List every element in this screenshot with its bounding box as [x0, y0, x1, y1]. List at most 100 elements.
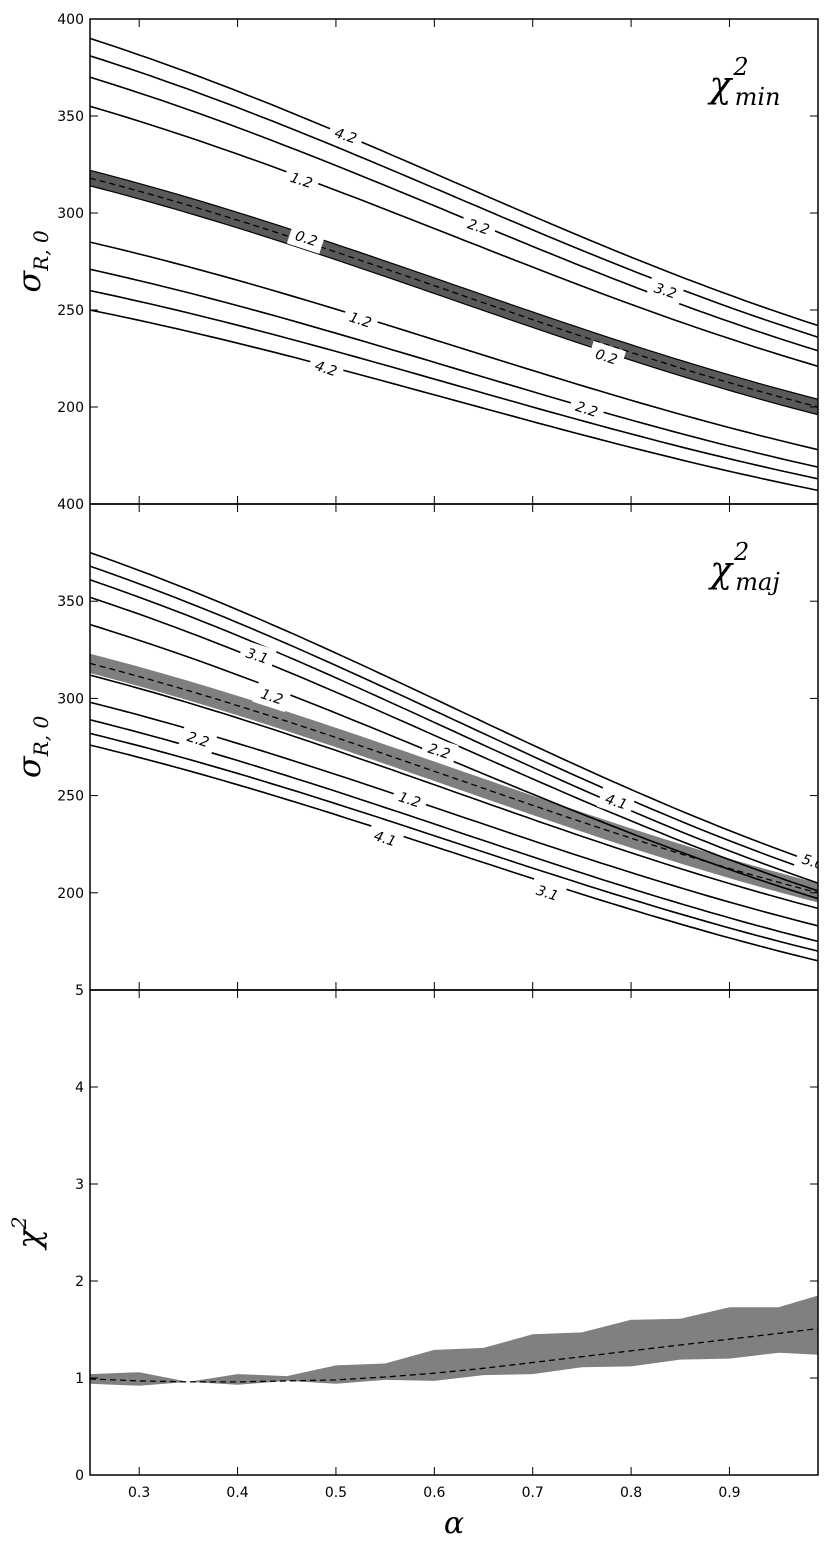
x-tick-label: 0.5	[325, 1485, 347, 1501]
contour-label-bg	[340, 303, 381, 336]
contour-label-bg	[596, 785, 636, 818]
title-sub: min	[735, 83, 781, 111]
y-tick-label: 200	[57, 886, 84, 902]
x-tick-label: 0.8	[620, 1485, 642, 1501]
contour-label-bg	[286, 222, 326, 254]
contour-label: 3.2	[652, 281, 678, 303]
plot-area	[90, 1295, 818, 1386]
y-tick-label: 350	[57, 109, 84, 125]
contour-label: 2.2	[426, 741, 452, 763]
contour-label: 0.2	[593, 346, 619, 368]
y-tick-label: 3	[75, 1177, 84, 1193]
chi2-line	[90, 1327, 818, 1383]
contour-line-4	[90, 241, 818, 451]
contour-label: 4.2	[332, 125, 358, 147]
y-tick-label: 350	[57, 594, 84, 610]
y-axis-label: σR, 0	[10, 230, 53, 293]
contour-line-8	[90, 732, 818, 952]
contour-label-bg	[567, 393, 607, 425]
contour-label-bg	[793, 845, 818, 878]
y-label-sup: 2	[7, 1216, 31, 1230]
contour-line-0	[90, 37, 818, 327]
contour-label: 1.2	[396, 789, 422, 811]
contour-line-7	[90, 309, 818, 492]
y-tick-label: 300	[57, 691, 84, 707]
contour-line-4	[90, 623, 818, 900]
contour-label-bg	[178, 723, 218, 755]
contour-line-1	[90, 565, 818, 875]
contour-label: 2.2	[465, 216, 491, 238]
contour-line-6	[90, 289, 818, 480]
y-tick-label: 0	[75, 1468, 84, 1484]
contour-label-bg	[252, 680, 292, 713]
x-tick-label: 0.3	[128, 1485, 150, 1501]
contour-label: 3.1	[244, 646, 270, 668]
contour-label-bg	[306, 352, 346, 384]
contour-label-bg	[419, 735, 459, 767]
contour-line-2	[90, 76, 818, 352]
x-tick-label: 0.7	[522, 1485, 544, 1501]
contour-line-5	[90, 674, 818, 910]
contour-line-9	[90, 744, 818, 962]
y-label-sub: R, 0	[29, 716, 53, 758]
x-tick-label: 0.4	[226, 1485, 248, 1501]
y-label-sub: R, 0	[29, 230, 53, 272]
contour-label-bg	[390, 783, 430, 816]
y-tick-label: 250	[57, 303, 84, 319]
title-sub: maj	[735, 568, 780, 596]
contour-line-0	[90, 551, 818, 865]
y-tick-label: 200	[57, 400, 84, 416]
contour-label: 2.2	[573, 399, 599, 421]
contour-line-3	[90, 105, 818, 368]
y-label-base: χ	[10, 1228, 48, 1251]
contour-label: 0.2	[293, 228, 319, 250]
contour-label-bg	[365, 822, 405, 855]
x-tick-label: 0.9	[718, 1485, 740, 1501]
best-fit-line	[90, 662, 818, 894]
chi2-band	[90, 1295, 818, 1386]
contour-label: 4.2	[313, 358, 339, 380]
chi2-maj-panel: 3.1 1.2 2.2 2.2 1.2 4.1 5.0 4.1 3.1 χ2 maj 200 250 30…	[10, 497, 826, 991]
y-axis-label: σR, 0	[10, 716, 53, 779]
contour-line-1	[90, 55, 818, 338]
contour-label: 5.0	[800, 852, 826, 874]
contour-line-2	[90, 579, 818, 884]
chi2-min-panel: 4.2 1.2 2.2 3.2 0.2 0.2 1.2 2.2 4.2 χ2 min 200 250 30…	[10, 12, 819, 505]
contour-label: 1.2	[347, 310, 373, 332]
title-base: χ	[707, 550, 734, 591]
best-fit-line	[90, 177, 818, 408]
title-sup: 2	[733, 538, 749, 566]
y-label-base: σ	[10, 755, 48, 778]
x-axis-label: α	[444, 1506, 464, 1541]
contour-label-bg	[586, 340, 627, 373]
axes-frame	[89, 989, 819, 1476]
y-tick-label: 400	[57, 12, 84, 28]
y-tick-label: 400	[57, 497, 84, 513]
contour-label: 4.1	[372, 828, 398, 850]
x-tick-label: 0.6	[423, 1485, 445, 1501]
y-axis-label: χ2	[7, 1216, 48, 1250]
y-tick-label: 1	[75, 1371, 84, 1387]
contour-line-3	[90, 596, 818, 892]
title-base: χ	[707, 65, 734, 106]
panel-title: χ2 min	[707, 53, 781, 111]
contour-label-bg	[237, 639, 277, 672]
y-tick-label: 5	[75, 983, 84, 999]
contour-label: 2.2	[185, 729, 211, 751]
contour-line-5	[90, 268, 818, 468]
contour-label-bg	[527, 877, 568, 909]
contour-label: 4.1	[603, 791, 629, 813]
panel-title: χ2 maj	[707, 538, 780, 596]
contour-label-bg	[459, 210, 499, 243]
y-tick-label: 2	[75, 1274, 84, 1290]
contour-label-bg	[645, 274, 686, 307]
y-label-base: σ	[10, 270, 48, 293]
title-sup: 2	[732, 53, 748, 81]
y-tick-label: 300	[57, 206, 84, 222]
contour-label: 1.2	[259, 686, 285, 708]
plot-area: 4.2 1.2 2.2 3.2 0.2 0.2 1.2 2.2 4.2	[90, 37, 818, 492]
contour-label: 1.2	[288, 170, 314, 192]
plot-area: 3.1 1.2 2.2 2.2 1.2 4.1 5.0 4.1 3.1	[90, 551, 826, 962]
